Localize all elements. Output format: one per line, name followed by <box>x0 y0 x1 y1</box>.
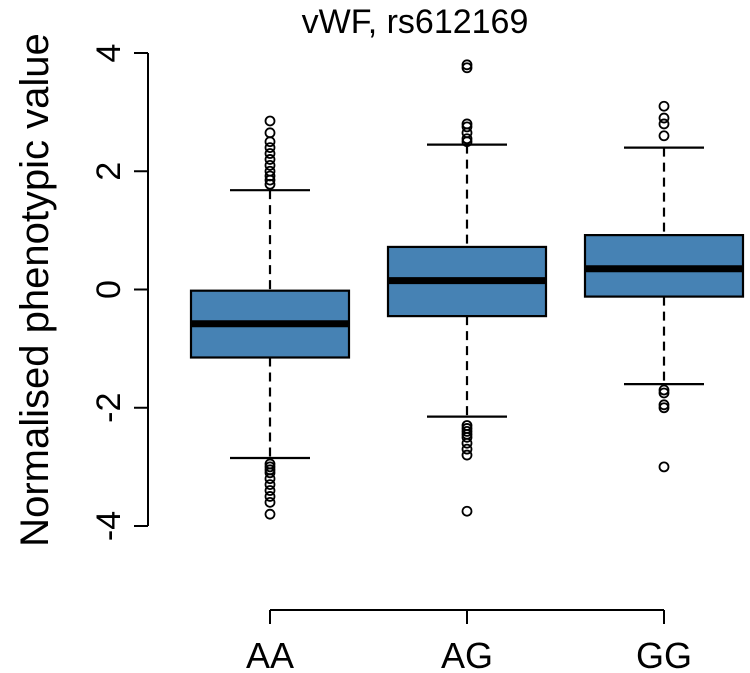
outlier-point <box>264 458 276 470</box>
x-tick-label: AA <box>246 635 294 673</box>
box-gg <box>583 100 745 473</box>
x-tick-label: AG <box>441 635 493 673</box>
outlier-point <box>264 508 276 520</box>
box-aa <box>189 115 351 520</box>
outlier-point <box>658 100 670 112</box>
outlier-point <box>264 170 276 182</box>
outlier-point <box>658 130 670 142</box>
outlier-point <box>658 461 670 473</box>
outlier-point <box>461 443 473 455</box>
x-axis: AA AG GG <box>246 609 692 673</box>
outlier-point <box>264 485 276 496</box>
box-group <box>189 59 745 520</box>
outlier-point <box>461 420 473 431</box>
y-tick-label: 4 <box>90 44 128 63</box>
box-ag <box>386 59 548 517</box>
outlier-point <box>461 118 473 130</box>
outlier-point <box>264 127 276 139</box>
outlier-point <box>264 159 276 171</box>
y-tick-label: -2 <box>90 393 128 423</box>
outlier-point <box>264 491 276 502</box>
outlier-point <box>264 154 276 165</box>
outlier-point <box>658 118 670 130</box>
y-axis: -4 -2 0 2 4 <box>90 44 149 541</box>
x-tick-label: GG <box>636 635 692 673</box>
outlier-point <box>264 136 276 148</box>
outlier-point <box>658 112 670 124</box>
outlier-point <box>658 399 670 411</box>
y-tick-label: -4 <box>90 511 128 541</box>
y-tick-label: 0 <box>90 280 128 299</box>
y-axis-label: Normalised phenotypic value <box>13 33 57 547</box>
outlier-point <box>264 142 276 154</box>
outlier-point <box>461 505 473 517</box>
outlier-point <box>264 148 276 159</box>
outlier-point <box>461 449 473 461</box>
outlier-point <box>264 115 276 127</box>
outlier-point <box>461 59 473 71</box>
y-tick-label: 2 <box>90 162 128 181</box>
outlier-point <box>264 165 276 177</box>
chart-title: vWF, rs612169 <box>302 3 529 41</box>
outlier-point <box>461 133 473 145</box>
outlier-point <box>264 479 276 491</box>
outlier-point <box>264 496 276 508</box>
outlier-point <box>658 384 670 396</box>
